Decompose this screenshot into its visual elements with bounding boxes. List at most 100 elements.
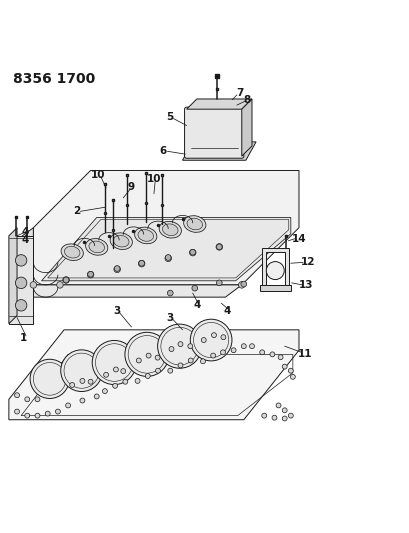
Polygon shape (17, 285, 241, 297)
Circle shape (241, 344, 246, 349)
Text: 9: 9 (127, 182, 134, 192)
Circle shape (135, 378, 140, 383)
Ellipse shape (110, 233, 132, 249)
Circle shape (92, 341, 136, 385)
Text: 13: 13 (298, 280, 313, 290)
Circle shape (275, 403, 280, 408)
Circle shape (88, 271, 93, 277)
Circle shape (30, 359, 69, 399)
Circle shape (25, 397, 29, 402)
Circle shape (210, 353, 215, 358)
Circle shape (281, 364, 286, 369)
Circle shape (188, 358, 193, 363)
Circle shape (16, 300, 27, 311)
Circle shape (157, 324, 201, 368)
Circle shape (290, 374, 294, 379)
Text: 6: 6 (160, 146, 166, 156)
Ellipse shape (183, 216, 205, 232)
Circle shape (167, 368, 172, 373)
Circle shape (16, 277, 27, 288)
Circle shape (178, 363, 182, 368)
Circle shape (288, 413, 292, 418)
Circle shape (281, 416, 286, 421)
Circle shape (271, 415, 276, 420)
Polygon shape (241, 99, 252, 156)
Ellipse shape (64, 246, 80, 258)
Circle shape (63, 277, 69, 283)
Circle shape (80, 378, 85, 383)
Circle shape (94, 394, 99, 399)
Circle shape (80, 398, 85, 403)
Text: 4: 4 (193, 300, 200, 310)
Circle shape (121, 369, 126, 374)
Text: 4: 4 (21, 235, 29, 245)
Ellipse shape (187, 218, 202, 230)
Ellipse shape (61, 244, 83, 261)
Circle shape (238, 281, 245, 288)
Circle shape (35, 413, 40, 418)
Text: 7: 7 (236, 88, 243, 98)
Text: 14: 14 (291, 233, 306, 244)
Polygon shape (33, 171, 298, 285)
Circle shape (125, 332, 169, 376)
Polygon shape (9, 330, 298, 419)
Circle shape (189, 249, 195, 255)
Circle shape (165, 255, 171, 261)
Text: 12: 12 (300, 257, 315, 268)
Ellipse shape (159, 221, 181, 238)
Circle shape (249, 344, 254, 349)
Ellipse shape (85, 239, 108, 255)
Text: 5: 5 (166, 112, 173, 123)
Circle shape (216, 244, 222, 250)
Ellipse shape (162, 224, 178, 236)
Circle shape (145, 374, 150, 378)
Polygon shape (9, 236, 33, 324)
Circle shape (16, 255, 27, 266)
Text: 1: 1 (20, 333, 27, 343)
Circle shape (216, 280, 222, 286)
Circle shape (25, 413, 29, 418)
Circle shape (56, 281, 63, 288)
Text: 3: 3 (113, 306, 121, 317)
Polygon shape (262, 248, 288, 289)
Circle shape (200, 359, 205, 364)
Circle shape (138, 261, 144, 267)
Polygon shape (186, 99, 252, 109)
Circle shape (281, 408, 286, 413)
Polygon shape (41, 217, 290, 281)
Polygon shape (182, 142, 256, 160)
Circle shape (113, 367, 118, 372)
Text: 10: 10 (146, 174, 161, 184)
Circle shape (220, 350, 225, 355)
Circle shape (45, 411, 50, 416)
Circle shape (155, 368, 160, 373)
Circle shape (189, 249, 196, 256)
Circle shape (216, 244, 222, 250)
Polygon shape (9, 228, 17, 324)
Circle shape (269, 352, 274, 357)
Ellipse shape (113, 236, 129, 247)
Polygon shape (17, 228, 33, 297)
Ellipse shape (138, 230, 153, 241)
Circle shape (139, 261, 144, 266)
Circle shape (146, 353, 151, 358)
Circle shape (211, 333, 216, 337)
Polygon shape (260, 285, 290, 291)
Circle shape (261, 413, 266, 418)
Text: 4: 4 (21, 227, 29, 237)
Circle shape (240, 281, 246, 287)
Circle shape (87, 271, 94, 278)
Circle shape (61, 350, 102, 392)
Text: 8356 1700: 8356 1700 (13, 72, 95, 86)
Circle shape (231, 348, 236, 353)
Circle shape (265, 262, 283, 280)
Circle shape (123, 379, 128, 384)
Circle shape (155, 355, 160, 360)
Circle shape (190, 319, 231, 361)
Circle shape (191, 285, 197, 291)
Circle shape (65, 403, 70, 408)
Circle shape (103, 373, 108, 377)
FancyBboxPatch shape (184, 107, 243, 158)
Circle shape (136, 358, 141, 363)
Text: 3: 3 (166, 312, 173, 322)
